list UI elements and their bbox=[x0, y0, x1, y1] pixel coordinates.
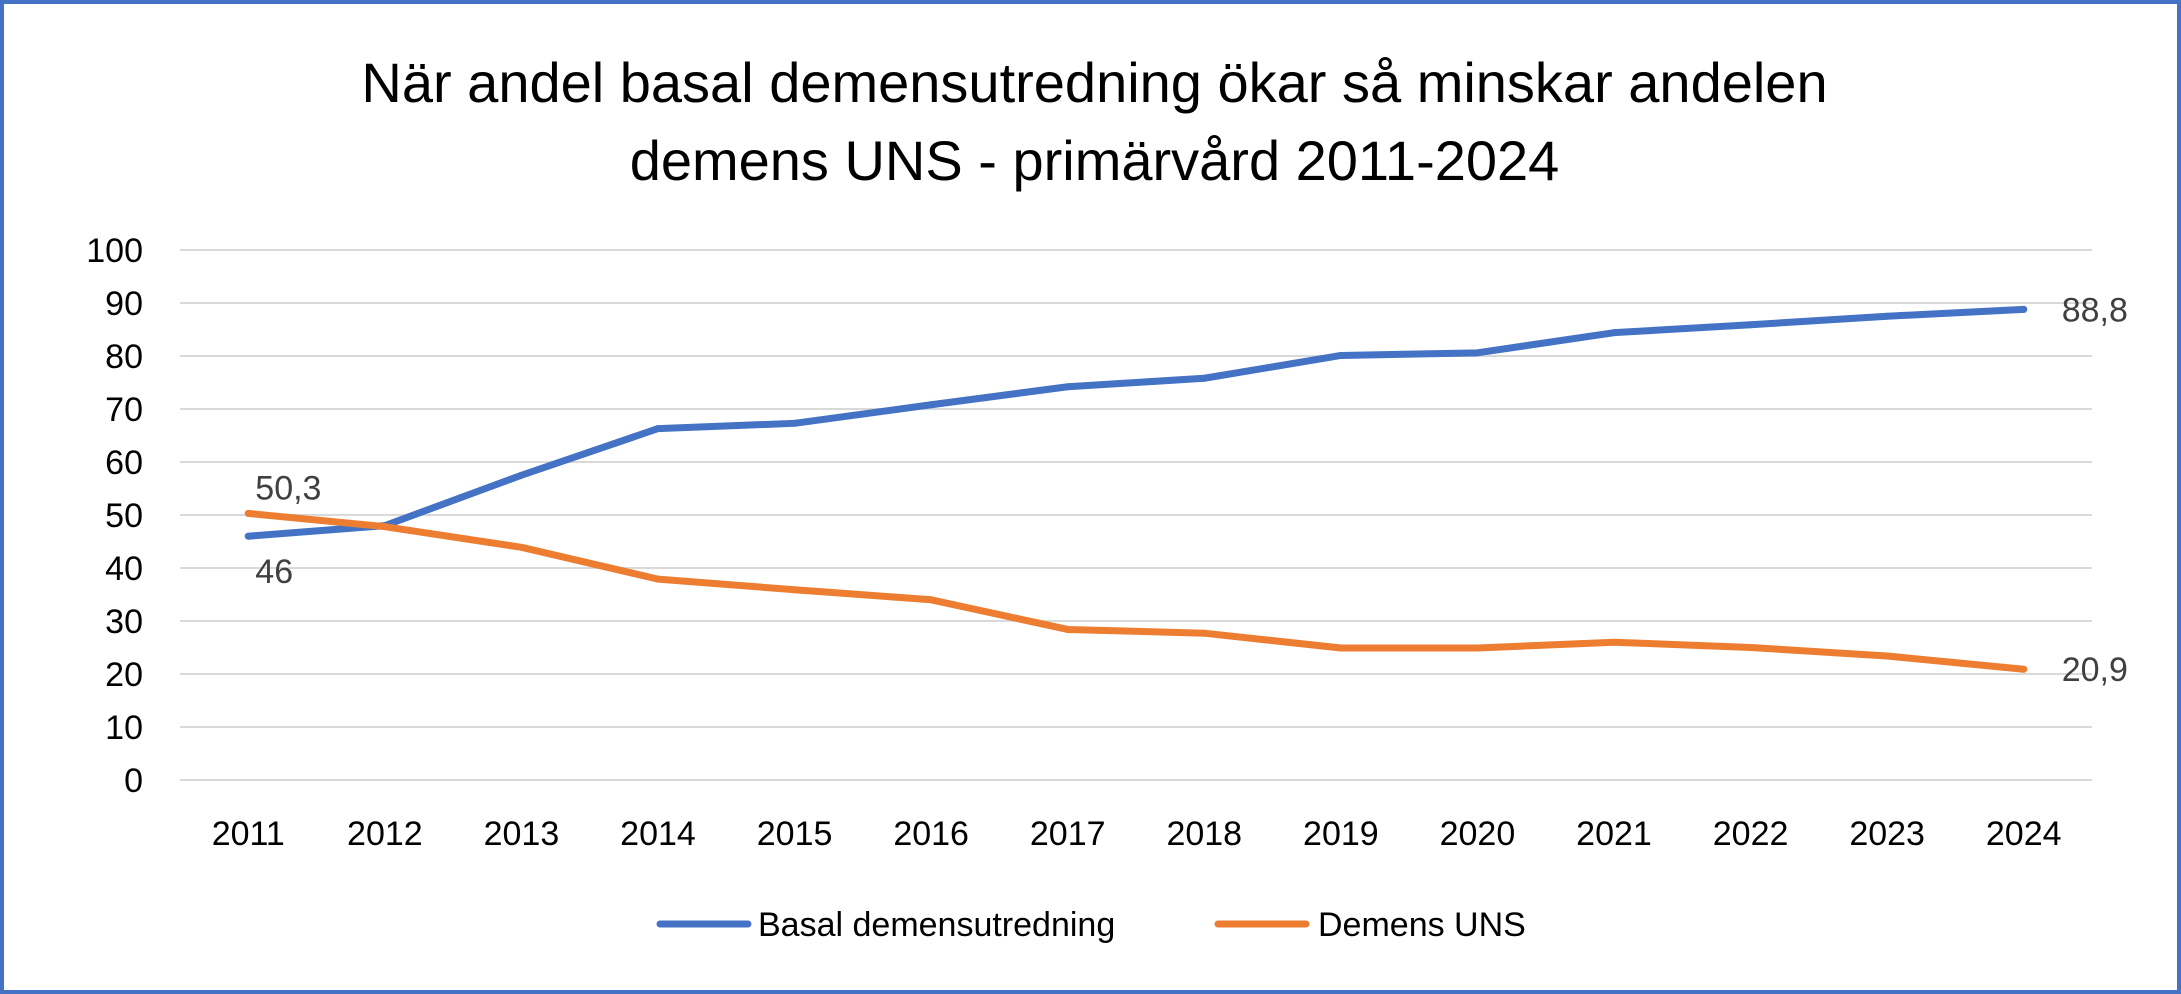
data-point-s0-2022 bbox=[1747, 321, 1755, 329]
data-point-s0-2023 bbox=[1883, 312, 1891, 320]
x-tick-label-2019: 2019 bbox=[1303, 815, 1379, 853]
data-point-s0-2011 bbox=[244, 532, 252, 540]
x-tick-label-2024: 2024 bbox=[1986, 815, 2062, 853]
data-point-s0-2015 bbox=[791, 419, 799, 427]
chart-title-line-1: När andel basal demensutredning ökar så … bbox=[361, 51, 1828, 114]
y-tick-label-20: 20 bbox=[105, 656, 143, 694]
series-line-basal-demensutredning bbox=[244, 305, 2028, 540]
x-tick-label-2015: 2015 bbox=[757, 815, 833, 853]
data-point-s0-2014 bbox=[654, 425, 662, 433]
y-tick-label-100: 100 bbox=[86, 232, 143, 270]
data-point-s0-2024 bbox=[2020, 305, 2028, 313]
data-point-s1-2013 bbox=[517, 543, 525, 551]
data-point-s0-2019 bbox=[1337, 351, 1345, 359]
chart-title-line-2: demens UNS - primärvård 2011-2024 bbox=[629, 129, 1560, 192]
data-point-s1-2014 bbox=[654, 575, 662, 583]
data-label-46: 46 bbox=[255, 553, 293, 591]
x-tick-label-2020: 2020 bbox=[1440, 815, 1516, 853]
data-label-20-9: 20,9 bbox=[2062, 651, 2128, 689]
y-tick-label-40: 40 bbox=[105, 550, 143, 588]
data-point-s0-2017 bbox=[1064, 383, 1072, 391]
data-point-s1-2015 bbox=[791, 586, 799, 594]
y-tick-label-50: 50 bbox=[105, 497, 143, 535]
x-tick-label-2016: 2016 bbox=[893, 815, 969, 853]
legend-label-0: Basal demensutredning bbox=[758, 906, 1115, 944]
data-point-s1-2024 bbox=[2020, 665, 2028, 673]
x-tick-label-2022: 2022 bbox=[1713, 815, 1789, 853]
data-point-s0-2016 bbox=[927, 401, 935, 409]
data-point-s0-2020 bbox=[1473, 349, 1481, 357]
x-tick-label-2023: 2023 bbox=[1849, 815, 1925, 853]
y-tick-label-90: 90 bbox=[105, 285, 143, 323]
data-point-s1-2017 bbox=[1064, 625, 1072, 633]
y-tick-label-70: 70 bbox=[105, 391, 143, 429]
x-tick-label-2018: 2018 bbox=[1166, 815, 1242, 853]
x-tick-label-2011: 2011 bbox=[212, 815, 285, 853]
x-tick-label-2014: 2014 bbox=[620, 815, 696, 853]
data-point-s1-2011 bbox=[244, 509, 252, 517]
y-tick-label-60: 60 bbox=[105, 444, 143, 482]
y-tick-label-30: 30 bbox=[105, 603, 143, 641]
y-tick-label-0: 0 bbox=[124, 762, 143, 800]
y-tick-label-80: 80 bbox=[105, 338, 143, 376]
data-point-s1-2018 bbox=[1200, 629, 1208, 637]
data-point-s1-2020 bbox=[1473, 644, 1481, 652]
x-tick-label-2017: 2017 bbox=[1030, 815, 1106, 853]
data-point-s1-2022 bbox=[1747, 644, 1755, 651]
data-point-s0-2018 bbox=[1200, 374, 1208, 382]
data-label-88-8: 88,8 bbox=[2062, 291, 2128, 329]
data-point-s1-2019 bbox=[1337, 644, 1345, 652]
legend-label-1: Demens UNS bbox=[1318, 906, 1526, 944]
series-line-demens-uns bbox=[244, 509, 2028, 673]
chart-title: När andel basal demensutredning ökar så … bbox=[4, 44, 2181, 200]
x-tick-label-2012: 2012 bbox=[347, 815, 423, 853]
data-point-s1-2023 bbox=[1883, 652, 1891, 660]
data-point-s1-2016 bbox=[927, 596, 935, 604]
y-tick-label-10: 10 bbox=[105, 709, 143, 747]
x-tick-label-2021: 2021 bbox=[1576, 815, 1652, 853]
data-label-50-3: 50,3 bbox=[255, 469, 321, 507]
data-point-s1-2021 bbox=[1610, 638, 1618, 646]
data-point-s1-2012 bbox=[381, 523, 389, 531]
x-tick-label-2013: 2013 bbox=[484, 815, 560, 853]
data-point-s0-2021 bbox=[1610, 329, 1618, 337]
data-point-s0-2013 bbox=[517, 471, 525, 479]
